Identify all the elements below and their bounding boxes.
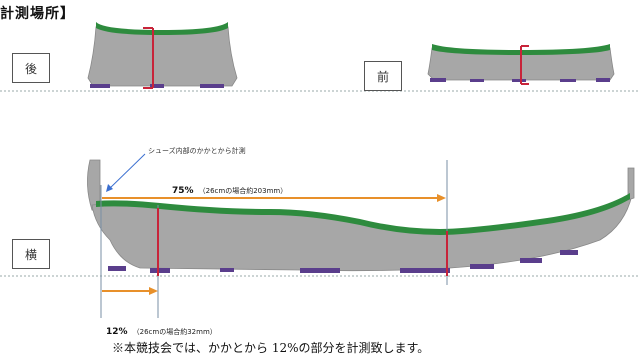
measure-75-label: 75% （26cmの場合約203mm） — [172, 178, 287, 197]
measure-12-percent: 12% — [106, 327, 128, 337]
measure-12-label: 12% （26cmの場合約32mm） — [106, 319, 217, 338]
front-view — [427, 44, 615, 85]
label-front: 前 — [364, 61, 402, 91]
measure-12-note: （26cmの場合約32mm） — [132, 328, 217, 336]
annotation-text: シューズ内部のかかとから計測 — [148, 147, 246, 155]
footer-note: ※本競技会では、かかとから 12%の部分を計測致します。 — [112, 341, 430, 355]
side-view — [87, 153, 635, 318]
back-view — [87, 22, 238, 89]
label-back: 後 — [12, 53, 50, 83]
measure-75-note: （26cmの場合約203mm） — [198, 187, 288, 195]
annotation-pointer — [107, 153, 146, 191]
label-side: 横 — [12, 239, 50, 269]
measure-75-percent: 75% — [172, 186, 194, 196]
section-title: 計測場所】 — [0, 6, 75, 22]
